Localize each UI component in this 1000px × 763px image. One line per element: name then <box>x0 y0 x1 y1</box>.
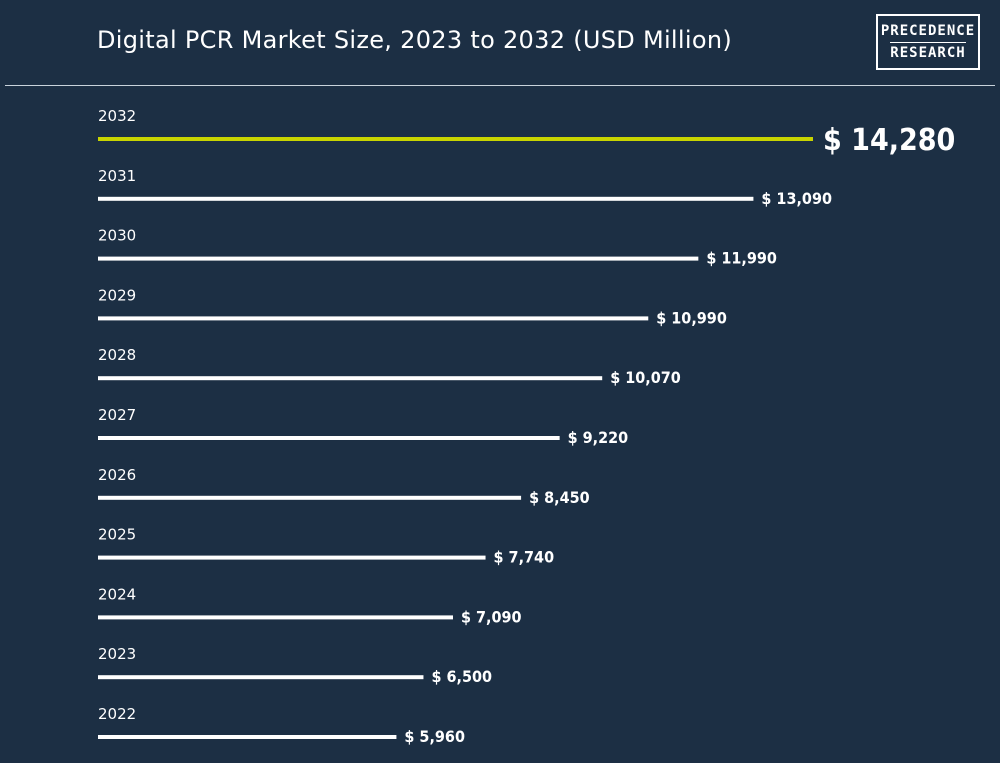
year-label-2023: 2023 <box>98 645 136 663</box>
bar-2028 <box>98 376 603 381</box>
year-label-2027: 2027 <box>98 406 136 424</box>
logo-line-2: RESEARCH <box>890 41 966 61</box>
year-label-2024: 2024 <box>98 585 136 603</box>
value-label-2025: $ 7,740 <box>494 548 555 567</box>
value-label-2026: $ 8,450 <box>529 488 590 507</box>
bar-2024 <box>98 615 453 620</box>
year-label-2028: 2028 <box>98 346 136 364</box>
value-label-2023: $ 6,500 <box>431 667 492 686</box>
year-label-2025: 2025 <box>98 526 136 544</box>
bar-2026 <box>98 495 522 500</box>
year-label-2022: 2022 <box>98 705 136 723</box>
year-label-2032: 2032 <box>98 107 136 125</box>
bar-2032 <box>98 137 813 141</box>
value-label-2028: $ 10,070 <box>610 368 681 387</box>
value-label-2031: $ 13,090 <box>761 189 832 208</box>
bar-2023 <box>98 675 424 680</box>
year-label-2030: 2030 <box>98 227 136 245</box>
bar-2030 <box>98 256 699 261</box>
value-label-2030: $ 11,990 <box>706 249 777 268</box>
year-label-2026: 2026 <box>98 466 136 484</box>
bar-2029 <box>98 316 649 321</box>
year-label-2031: 2031 <box>98 167 136 185</box>
bar-2027 <box>98 436 560 440</box>
bar-2025 <box>98 555 486 560</box>
chart-title: Digital PCR Market Size, 2023 to 2032 (U… <box>97 26 732 54</box>
value-label-2032: $ 14,280 <box>823 123 955 158</box>
bar-2031 <box>98 196 754 201</box>
header-divider <box>5 85 995 86</box>
value-label-2027: $ 9,220 <box>568 428 629 447</box>
precedence-research-logo: PRECEDENCE RESEARCH <box>876 14 980 70</box>
year-label-2029: 2029 <box>98 286 136 304</box>
logo-line-1: PRECEDENCE <box>880 23 976 40</box>
bar-2022 <box>98 735 397 739</box>
value-label-2022: $ 5,960 <box>404 727 465 746</box>
value-label-2024: $ 7,090 <box>461 607 522 626</box>
value-label-2029: $ 10,990 <box>656 308 727 327</box>
